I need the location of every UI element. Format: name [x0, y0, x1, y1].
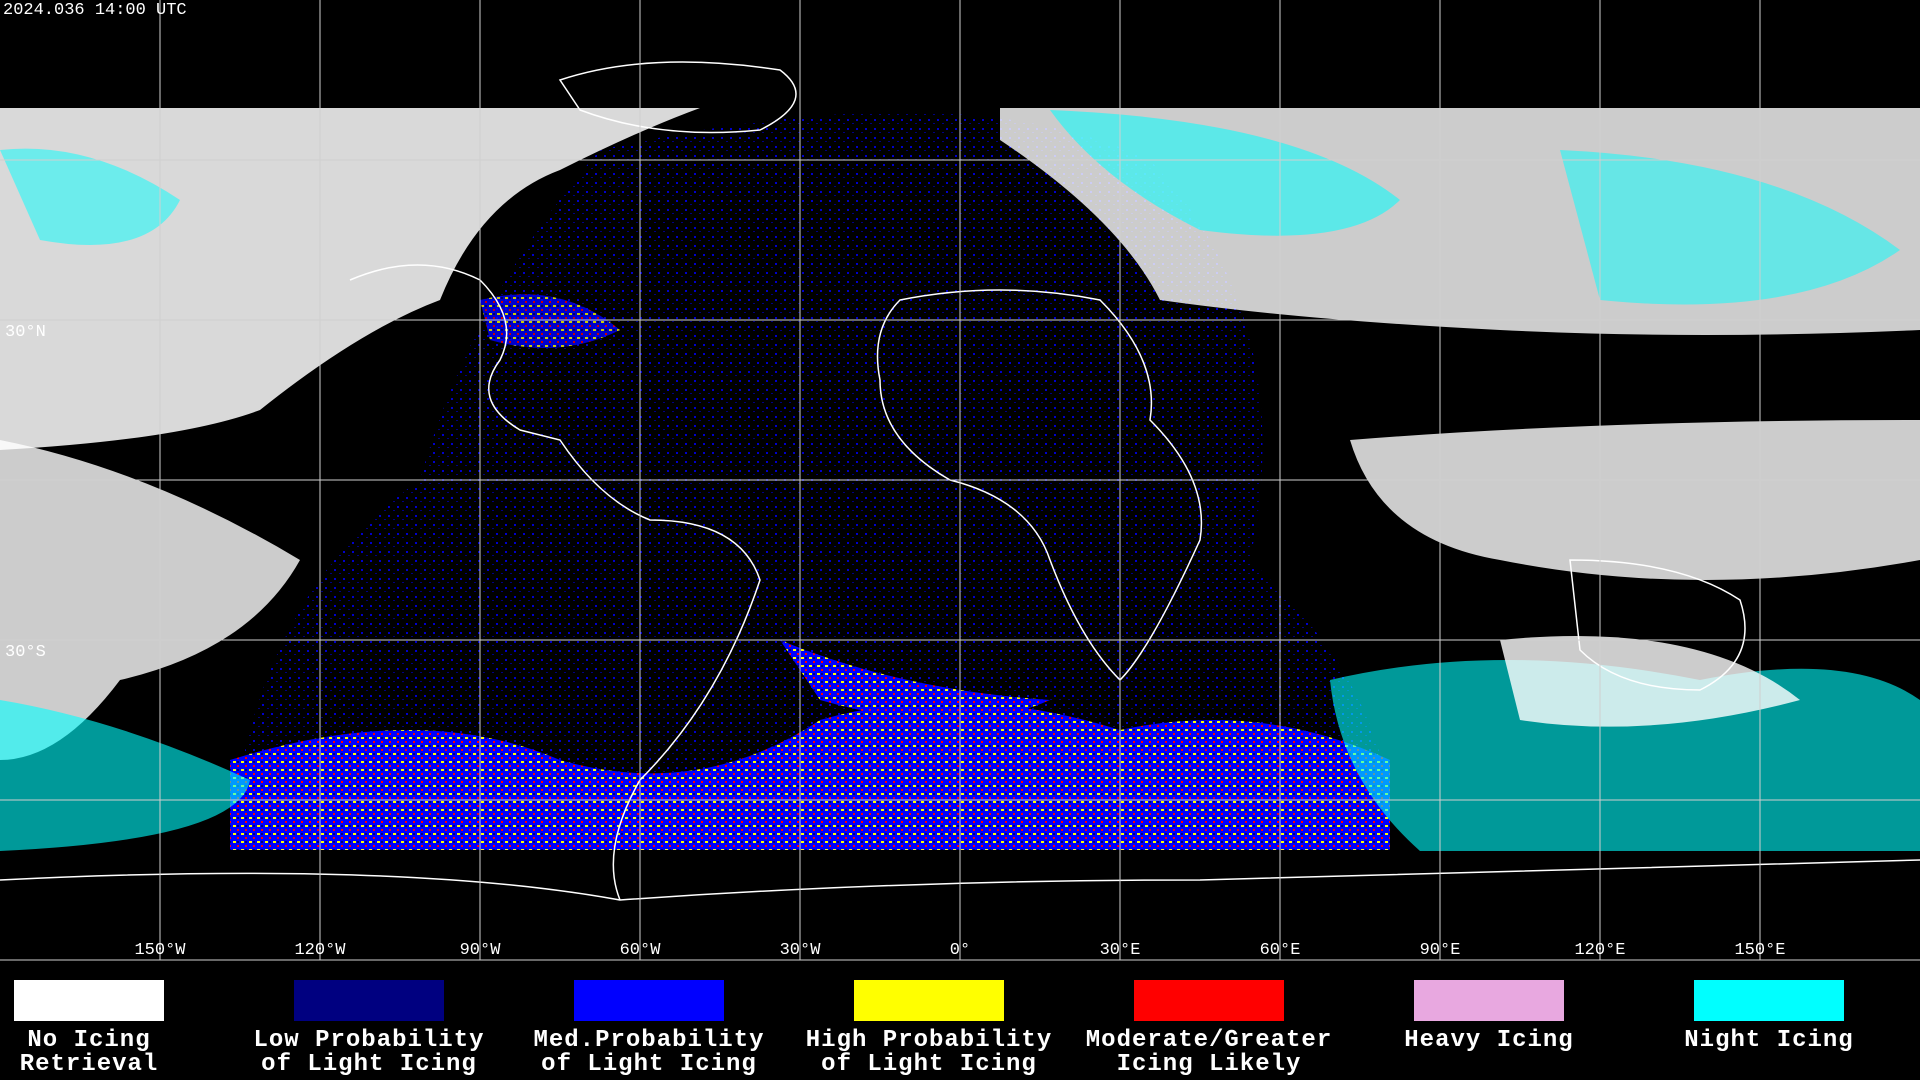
cloud — [0, 440, 300, 760]
legend-swatch — [1694, 980, 1844, 1021]
legend-swatch — [574, 980, 724, 1021]
legend-label: Retrieval — [20, 1051, 159, 1078]
lat-label: 30°S — [5, 643, 46, 662]
timestamp: 2024.036 14:00 UTC — [3, 1, 187, 20]
legend-swatch — [14, 980, 164, 1021]
coastlines — [0, 61, 1920, 901]
cloud — [1500, 636, 1800, 727]
night-cloud — [0, 700, 250, 851]
legend-label: of Light Icing — [821, 1051, 1037, 1078]
night-cloud — [1330, 660, 1920, 851]
imagery — [0, 61, 1920, 901]
lon-label: 60°W — [620, 941, 662, 960]
legend-swatch — [294, 980, 444, 1021]
lon-label: 60°E — [1260, 941, 1301, 960]
legend-label: Icing Likely — [1117, 1051, 1302, 1078]
lon-label: 120°E — [1574, 941, 1625, 960]
icing-band — [230, 702, 1390, 850]
lon-label: 150°E — [1734, 941, 1785, 960]
legend-label: No Icing — [27, 1027, 150, 1054]
graticule — [0, 0, 1920, 960]
legend-label: of Light Icing — [261, 1051, 477, 1078]
legend-label: Heavy Icing — [1404, 1027, 1573, 1054]
lon-label: 120°W — [294, 941, 346, 960]
lat-label: 30°N — [5, 323, 46, 342]
legend-label: Moderate/Greater — [1086, 1027, 1332, 1054]
legend-label: High Probability — [806, 1027, 1052, 1054]
icing-patch — [480, 294, 620, 348]
legend-swatch — [1134, 980, 1284, 1021]
night-cloud — [1560, 150, 1900, 305]
icing-band — [780, 640, 1050, 720]
lon-label: 90°W — [460, 941, 502, 960]
lon-label: 30°W — [780, 941, 822, 960]
night-cloud — [1050, 110, 1400, 236]
legend-label: Night Icing — [1684, 1027, 1853, 1054]
legend-label: Low Probability — [253, 1027, 484, 1054]
legend-swatch — [1414, 980, 1564, 1021]
legend-label: of Light Icing — [541, 1051, 757, 1078]
legend-label: Med.Probability — [533, 1027, 764, 1054]
cloud — [1350, 420, 1920, 580]
night-cloud — [0, 148, 180, 245]
legend-swatch — [854, 980, 1004, 1021]
lon-label: 30°E — [1100, 941, 1141, 960]
lon-label: 90°E — [1420, 941, 1461, 960]
cloud — [0, 108, 700, 450]
lon-label: 0° — [950, 941, 970, 960]
lon-label: 150°W — [134, 941, 186, 960]
